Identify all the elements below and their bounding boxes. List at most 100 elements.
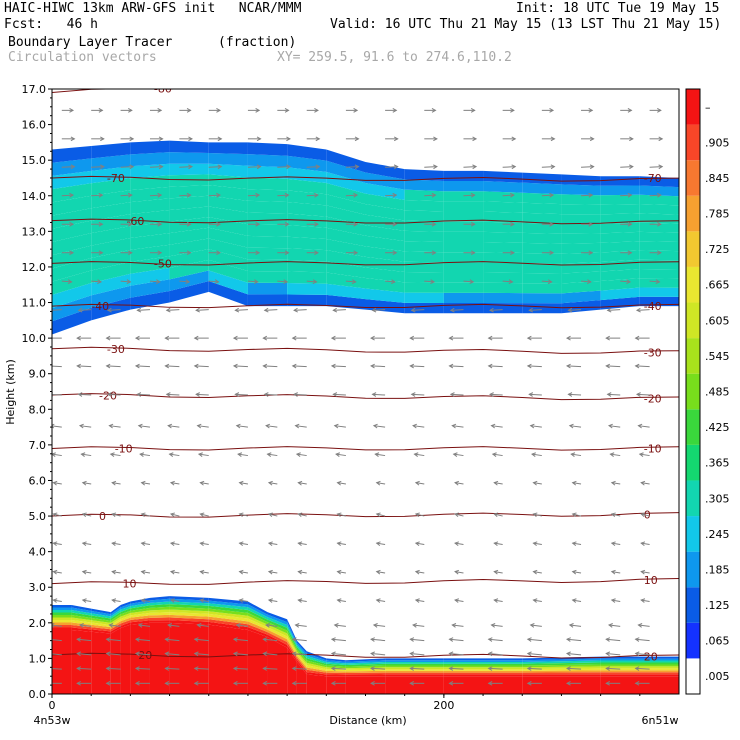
wind-vector-shaft — [608, 624, 621, 627]
wind-vector — [149, 221, 163, 227]
header-cross-section-xy: XY= 259.5, 91.6 to 274.6,110.2 — [277, 50, 512, 65]
upper-tracer-band — [561, 290, 601, 304]
y-tick-label: 12.0 — [22, 261, 47, 274]
upper-tracer-band — [404, 302, 444, 314]
upper-tracer-band — [326, 183, 366, 205]
wind-vector — [333, 623, 346, 628]
wind-vector-head — [640, 598, 646, 603]
wind-vector-shaft — [572, 542, 582, 546]
boundary-layer-gradient — [385, 669, 444, 671]
wind-vector-shaft — [529, 309, 542, 311]
boundary-layer-gradient — [296, 655, 307, 670]
wind-vector — [294, 623, 307, 628]
wind-vector — [649, 192, 662, 198]
wind-vector-head — [232, 363, 238, 369]
wind-vector — [332, 392, 346, 397]
boundary-layer-gradient — [169, 596, 209, 601]
wind-vector-head — [283, 279, 289, 284]
wind-vector — [193, 637, 209, 642]
boundary-layer-gradient — [287, 630, 297, 652]
wind-vector-head — [635, 307, 641, 313]
wind-vector-head — [267, 480, 273, 486]
boundary-layer-gradient — [71, 614, 92, 621]
wind-vector-shaft — [568, 393, 582, 396]
wind-vector-shaft — [266, 425, 278, 428]
wind-vector — [345, 279, 357, 284]
boundary-layer-gradient — [169, 609, 209, 614]
wind-vector-head — [412, 423, 417, 429]
wind-vector — [238, 541, 249, 546]
wind-vector — [330, 680, 346, 686]
boundary-layer-gradient — [443, 669, 523, 671]
wind-vector-head — [571, 512, 577, 518]
wind-vector-head — [609, 452, 615, 457]
wind-vector — [581, 107, 594, 113]
upper-tracer-band — [522, 263, 562, 274]
wind-vector — [297, 512, 307, 518]
upper-tracer-band — [52, 170, 92, 190]
wind-vector — [568, 423, 582, 429]
colorbar-swatch — [686, 89, 700, 125]
y-tick-label: 6.0 — [29, 474, 47, 487]
wind-vector-shaft — [109, 624, 121, 627]
wind-vector-head — [52, 452, 56, 457]
wind-vector — [620, 250, 633, 256]
wind-vector — [52, 569, 62, 575]
wind-vector-shaft — [373, 425, 386, 428]
colorbar-swatch — [686, 195, 700, 232]
upper-tracer-band — [52, 195, 92, 216]
upper-tracer-band — [130, 186, 170, 203]
wind-vector — [238, 569, 249, 575]
wind-vector-shaft — [294, 309, 307, 311]
wind-vector-shaft — [194, 667, 209, 670]
wind-vector-head — [297, 512, 303, 518]
upper-tracer-band — [52, 270, 92, 295]
wind-vector-shaft — [52, 309, 62, 311]
wind-vector-shaft — [375, 453, 386, 457]
wind-vector — [179, 136, 194, 142]
wind-vector-head — [129, 164, 135, 170]
wind-vector-head — [532, 598, 538, 603]
boundary-layer-gradient — [52, 612, 72, 615]
boundary-layer-gradient — [149, 614, 170, 618]
wind-vector-shaft — [298, 513, 307, 517]
wind-vector-head — [375, 541, 381, 546]
wind-vector-shaft — [263, 667, 278, 670]
wind-vector-shaft — [194, 638, 209, 642]
upper-tracer-band — [247, 294, 288, 307]
boundary-layer-gradient — [169, 604, 209, 609]
wind-vector-head — [634, 680, 640, 686]
wind-vector — [424, 107, 437, 113]
wind-vector-head — [526, 666, 532, 671]
boundary-layer-gradient — [385, 660, 444, 662]
wind-vector-shaft — [331, 667, 346, 670]
wind-vector-head — [508, 279, 514, 284]
upper-tracer-band — [287, 248, 327, 262]
wind-vector-shaft — [607, 393, 621, 396]
upper-tracer-band — [600, 287, 640, 301]
upper-tracer-band — [639, 204, 679, 215]
wind-vector — [179, 250, 192, 256]
upper-tracer-band — [247, 282, 288, 295]
wind-vector-head — [336, 541, 342, 546]
wind-vector — [532, 541, 542, 546]
wind-vector — [199, 480, 209, 486]
wind-vector-shaft — [606, 638, 621, 642]
upper-tracer-band — [561, 223, 601, 234]
boundary-layer-gradient — [208, 611, 248, 619]
upper-tracer-band — [287, 201, 327, 217]
boundary-layer-gradient — [71, 607, 92, 614]
wind-vector-head — [449, 392, 455, 397]
wind-vector-shaft — [106, 667, 121, 670]
wind-vector-head — [469, 279, 475, 284]
upper-tracer-band — [443, 262, 484, 273]
wind-vector-head — [196, 423, 202, 429]
wind-vector — [493, 480, 503, 486]
wind-vector-head — [69, 250, 75, 256]
boundary-layer-gradient — [130, 620, 150, 625]
wind-vector-head — [511, 164, 517, 170]
wind-vector-head — [565, 666, 571, 671]
wind-vector-head — [526, 651, 532, 657]
wind-vector-head — [637, 623, 643, 628]
wind-vector — [385, 279, 396, 284]
